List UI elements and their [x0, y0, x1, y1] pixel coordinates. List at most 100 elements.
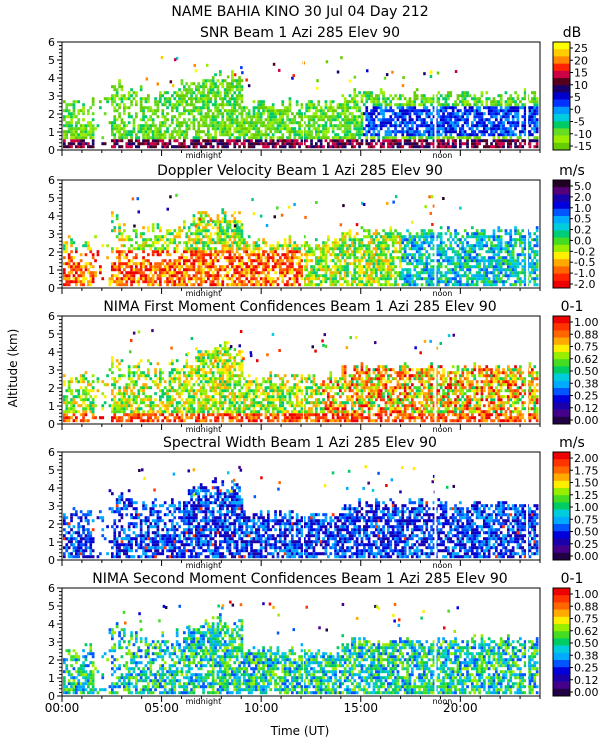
y-tick-label: 5 [48, 600, 55, 613]
colorbar-swatch [553, 237, 570, 246]
colorbar-unit: m/s [559, 435, 585, 451]
colorbar-label: 1.00 [574, 588, 599, 601]
colorbar-swatch [553, 373, 570, 382]
y-tick-label: 0 [48, 282, 55, 295]
colorbar-label: 0 [574, 103, 581, 116]
noon-label: noon [432, 425, 452, 434]
y-tick-label: 0 [48, 554, 55, 567]
colorbar-label: 0.75 [574, 341, 599, 354]
panel-title: NIMA Second Moment Confidences Beam 1 Az… [92, 571, 507, 587]
colorbar-swatch [553, 552, 570, 561]
heatmap-field [63, 452, 539, 560]
colorbar-label: 0.75 [574, 613, 599, 626]
colorbar-swatch [553, 502, 570, 510]
midnight-label: midnight [186, 289, 222, 298]
colorbar-label: -10 [574, 128, 592, 141]
colorbar-label: 0.25 [574, 662, 599, 675]
y-tick-label: 2 [48, 108, 55, 121]
panels-group: SNR Beam 1 Azi 285 Elev 90 dB 0 1 2 3 4 5 6 midni… [48, 25, 599, 706]
colorbar-label: 5.0 [574, 180, 592, 193]
colorbar-unit: 0-1 [561, 571, 584, 587]
colorbar-swatch [553, 56, 570, 64]
x-tick-label: 05:00 [144, 701, 179, 715]
colorbar-label: -0.5 [574, 256, 595, 269]
y-tick-label: 6 [48, 36, 55, 49]
noon-label: noon [432, 561, 452, 570]
y-tick-label: 3 [48, 364, 55, 377]
colorbar-swatch [553, 142, 570, 151]
colorbar-swatch [553, 223, 570, 231]
y-tick-label: 1 [48, 672, 55, 685]
y-tick-label: 1 [48, 536, 55, 549]
colorbar-label: -0.2 [574, 245, 595, 258]
panel-3: NIMA First Moment Confidences Beam 1 Azi… [48, 299, 599, 434]
colorbar-label: 0.2 [574, 224, 592, 237]
colorbar-label: 20 [574, 54, 588, 67]
y-tick-label: 5 [48, 328, 55, 341]
colorbar-label: 0.62 [574, 353, 599, 366]
panel-5: NIMA Second Moment Confidences Beam 1 Az… [48, 571, 599, 706]
colorbar-swatch [553, 466, 570, 474]
colorbar: 1.000.880.750.620.500.380.250.120.00 [552, 587, 599, 699]
panel-title: Spectral Width Beam 1 Azi 285 Elev 90 [163, 435, 437, 451]
colorbar-swatch [553, 509, 570, 518]
colorbar-swatch [553, 180, 570, 188]
y-tick-label: 3 [48, 90, 55, 103]
colorbar-swatch [553, 114, 570, 122]
colorbar-label: 0.5 [574, 213, 592, 226]
colorbar-swatch [553, 106, 570, 115]
colorbar-label: -1.0 [574, 267, 595, 280]
colorbar-swatch [553, 201, 570, 210]
colorbar-swatch [553, 208, 570, 217]
noon-label: noon [432, 151, 452, 160]
colorbar-label: 0.38 [574, 649, 599, 662]
panel-title: SNR Beam 1 Azi 285 Elev 90 [200, 25, 400, 41]
panel-title: NIMA First Moment Confidences Beam 1 Azi… [103, 299, 496, 315]
y-tick-label: 2 [48, 518, 55, 531]
y-tick-label: 6 [48, 310, 55, 323]
y-tick-label: 3 [48, 228, 55, 241]
colorbar-label: 0.62 [574, 625, 599, 638]
colorbar: 2.001.751.501.251.000.750.500.250.00 [552, 451, 599, 563]
colorbar-swatch [553, 681, 570, 690]
colorbar-swatch [553, 316, 570, 324]
y-tick-label: 5 [48, 54, 55, 67]
colorbar-swatch [553, 652, 570, 661]
colorbar-swatch [553, 602, 570, 610]
colorbar-swatch [553, 616, 570, 625]
colorbar-swatch [553, 252, 570, 260]
y-tick-label: 5 [48, 464, 55, 477]
colorbar-label: 5 [574, 91, 581, 104]
colorbar-unit: m/s [559, 163, 585, 179]
colorbar-label: 0.00 [574, 550, 599, 563]
colorbar-swatch [553, 85, 570, 93]
colorbar-swatch [553, 524, 570, 532]
colorbar-swatch [553, 660, 570, 668]
colorbar-label: 1.00 [574, 501, 599, 514]
colorbar-swatch [553, 194, 570, 202]
midnight-label: midnight [186, 697, 222, 706]
colorbar-swatch [553, 273, 570, 282]
colorbar-swatch [553, 70, 570, 79]
y-tick-label: 3 [48, 636, 55, 649]
colorbar-swatch [553, 323, 570, 331]
panel-4: Spectral Width Beam 1 Azi 285 Elev 90 m/s… [48, 435, 599, 570]
colorbar-swatch [553, 609, 570, 618]
colorbar-swatch [553, 388, 570, 396]
colorbar-swatch [553, 259, 570, 267]
colorbar-swatch [553, 366, 570, 374]
y-tick-label: 1 [48, 126, 55, 139]
colorbar-swatch [553, 352, 570, 360]
colorbar-label: 0.0 [574, 234, 592, 247]
colorbar-label: 0.50 [574, 526, 599, 539]
colorbar-label: 0.12 [574, 402, 599, 415]
colorbar-label: 10 [574, 79, 588, 92]
y-tick-label: 4 [48, 72, 55, 85]
colorbar-swatch [553, 244, 570, 253]
noon-label: noon [432, 697, 452, 706]
colorbar-label: 0.38 [574, 377, 599, 390]
colorbar-label: 2.00 [574, 452, 599, 465]
colorbar-label: -2.0 [574, 278, 595, 291]
colorbar-swatch [553, 638, 570, 646]
noon-label: noon [432, 289, 452, 298]
